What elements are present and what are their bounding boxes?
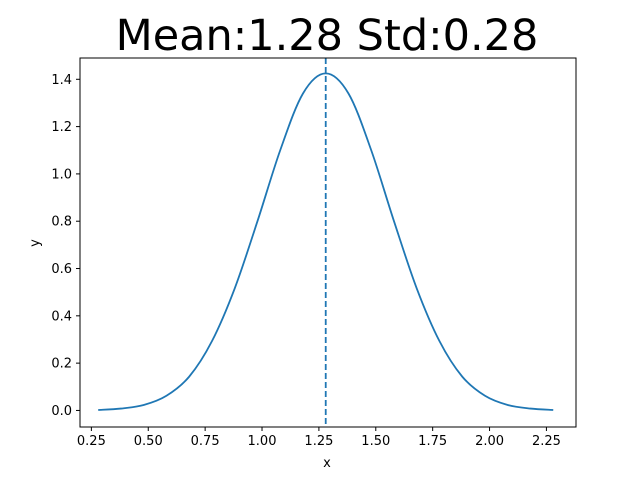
plot-background	[80, 58, 576, 427]
axes: 0.25 0.50 0.75 1.00 1.25 1.50 1.75 2.00 2.25 0.0 0…	[51, 57, 577, 449]
x-axis-label: x	[323, 456, 331, 471]
chart-title: Mean:1.28 Std:0.28	[116, 11, 539, 61]
y-tick-label: 1.0	[51, 167, 72, 182]
x-tick-label: 0.25	[77, 434, 106, 449]
x-tick-label: 1.50	[361, 434, 390, 449]
y-tick-label: 0.2	[51, 357, 72, 372]
x-tick-label: 2.00	[475, 434, 504, 449]
x-tick-label: 1.75	[418, 434, 447, 449]
y-tick-label: 0.8	[51, 215, 72, 230]
x-tick-label: 1.00	[248, 434, 277, 449]
y-axis-label: y	[28, 239, 43, 247]
x-tick-label: 1.25	[304, 434, 333, 449]
y-tick-label: 0.6	[51, 262, 72, 277]
y-tick-label: 1.4	[51, 73, 72, 88]
x-tick-label: 0.75	[191, 434, 220, 449]
x-tick-label: 2.25	[532, 434, 561, 449]
y-tick-label: 0.0	[51, 404, 72, 419]
x-tick-label: 0.50	[134, 434, 163, 449]
plot-area	[80, 58, 576, 427]
axes-frame	[79, 57, 577, 428]
series-line-0	[98, 72, 554, 411]
y-tick-label: 1.2	[51, 120, 72, 135]
y-tick-label: 0.4	[51, 309, 72, 324]
